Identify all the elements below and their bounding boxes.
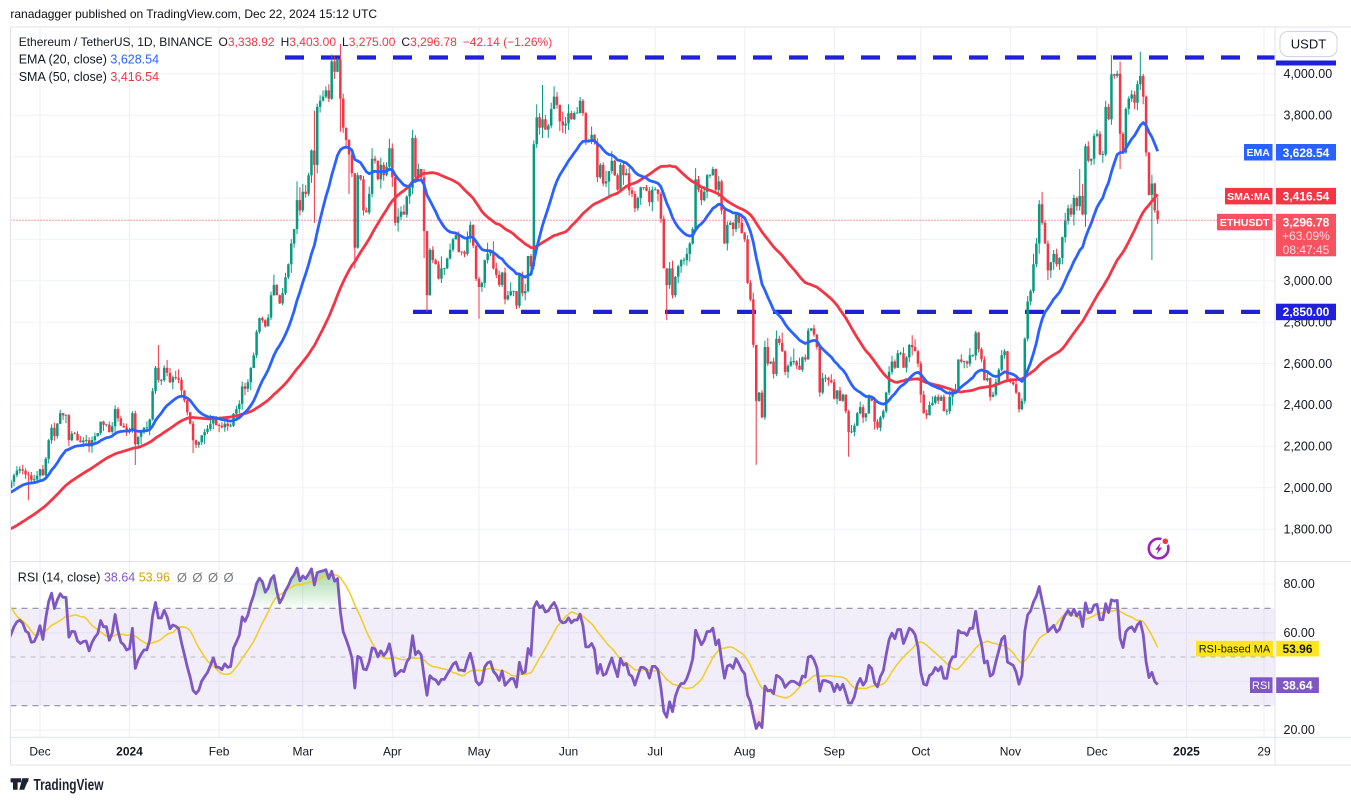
- svg-text:1,800.00: 1,800.00: [1284, 522, 1333, 536]
- svg-text:+63.09%: +63.09%: [1282, 229, 1330, 243]
- svg-text:38.64: 38.64: [1282, 679, 1312, 693]
- svg-text:2024: 2024: [116, 745, 143, 759]
- svg-text:Dec: Dec: [29, 745, 50, 759]
- svg-text:Jul: Jul: [647, 745, 662, 759]
- svg-text:20.00: 20.00: [1284, 723, 1315, 737]
- svg-text:60.00: 60.00: [1284, 626, 1315, 640]
- svg-text:4,000.00: 4,000.00: [1284, 67, 1333, 81]
- svg-text:3,000.00: 3,000.00: [1284, 274, 1333, 288]
- svg-text:3,416.54: 3,416.54: [1283, 190, 1330, 204]
- svg-text:Mar: Mar: [292, 745, 313, 759]
- svg-text:2,000.00: 2,000.00: [1284, 481, 1333, 495]
- svg-text:Ethereum / TetherUS, 1D, BINAN: Ethereum / TetherUS, 1D, BINANCE O3,338.…: [19, 35, 553, 49]
- svg-text:ranadagger published on Tradin: ranadagger published on TradingView.com,…: [10, 7, 377, 21]
- svg-text:Nov: Nov: [1000, 745, 1021, 759]
- svg-text:SMA (50, close) 3,416.54: SMA (50, close) 3,416.54: [19, 70, 159, 84]
- svg-text:Sep: Sep: [824, 745, 846, 759]
- svg-text:EMA: EMA: [1247, 147, 1271, 159]
- svg-text:Apr: Apr: [383, 745, 402, 759]
- svg-text:RSI (14, close) 38.64 53.96: RSI (14, close) 38.64 53.96: [18, 571, 170, 585]
- svg-text:53.96: 53.96: [1282, 642, 1312, 656]
- svg-text:3,628.54: 3,628.54: [1283, 146, 1330, 160]
- svg-text:RSI-based MA: RSI-based MA: [1199, 644, 1271, 656]
- svg-text:USDT: USDT: [1291, 36, 1326, 51]
- svg-text:08:47:45: 08:47:45: [1283, 243, 1330, 257]
- svg-text:2025: 2025: [1173, 745, 1200, 759]
- svg-text:3,296.78: 3,296.78: [1283, 216, 1330, 230]
- svg-text:May: May: [468, 745, 491, 759]
- svg-text:Oct: Oct: [911, 745, 930, 759]
- svg-text:Jun: Jun: [559, 745, 578, 759]
- svg-text:RSI: RSI: [1252, 680, 1270, 692]
- svg-text:2,600.00: 2,600.00: [1284, 357, 1333, 371]
- svg-text:2,850.00: 2,850.00: [1283, 305, 1330, 319]
- svg-text:Feb: Feb: [209, 745, 230, 759]
- svg-text:80.00: 80.00: [1284, 577, 1315, 591]
- svg-text:Aug: Aug: [734, 745, 755, 759]
- svg-text:2,200.00: 2,200.00: [1284, 440, 1333, 454]
- svg-text:EMA (20, close) 3,628.54: EMA (20, close) 3,628.54: [19, 53, 159, 67]
- svg-text:Dec: Dec: [1086, 745, 1107, 759]
- svg-text:3,800.00: 3,800.00: [1284, 108, 1333, 122]
- svg-text:SMA:MA: SMA:MA: [1227, 191, 1271, 203]
- svg-text:TradingView: TradingView: [34, 777, 105, 794]
- svg-text:ETHUSDT: ETHUSDT: [1220, 217, 1270, 229]
- svg-text:29: 29: [1257, 745, 1271, 759]
- svg-text:2,400.00: 2,400.00: [1284, 398, 1333, 412]
